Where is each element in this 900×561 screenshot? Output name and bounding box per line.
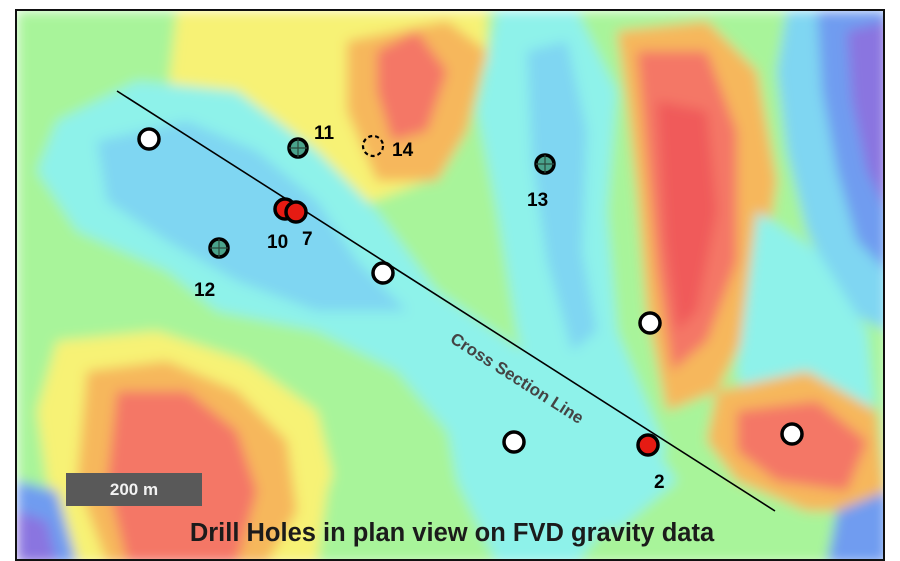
hole-label-13: 13 bbox=[527, 190, 548, 211]
open-circle-icon[interactable] bbox=[780, 422, 804, 446]
open-circle-icon[interactable] bbox=[137, 127, 161, 151]
dashed-circle-icon[interactable] bbox=[361, 134, 385, 158]
open-circle-icon[interactable] bbox=[371, 261, 395, 285]
white-drill-holes bbox=[137, 127, 804, 454]
hole-label-7: 7 bbox=[302, 229, 313, 250]
hole-label-2: 2 bbox=[654, 472, 665, 493]
filled-red-circle-icon[interactable] bbox=[636, 433, 660, 457]
gravity-map: Cross Section Line bbox=[17, 11, 883, 559]
hole-label-12: 12 bbox=[194, 280, 215, 301]
open-circle-icon[interactable] bbox=[502, 430, 526, 454]
map-frame: Cross Section Line bbox=[15, 9, 885, 561]
map-caption: Drill Holes in plan view on FVD gravity … bbox=[189, 519, 715, 547]
hole-label-10: 10 bbox=[267, 232, 288, 253]
hole-label-14: 14 bbox=[392, 140, 414, 161]
crosshair-hole-12[interactable] bbox=[208, 237, 230, 259]
cross-section-line bbox=[116, 90, 776, 512]
filled-red-circle-icon[interactable] bbox=[284, 200, 308, 224]
scale-label: 200 m bbox=[109, 480, 159, 499]
open-circle-icon[interactable] bbox=[638, 311, 662, 335]
gravity-background bbox=[17, 11, 883, 559]
crosshair-hole-13[interactable] bbox=[534, 153, 556, 175]
crosshair-hole-11[interactable] bbox=[287, 137, 309, 159]
red-drill-holes bbox=[273, 197, 660, 457]
scale-bar bbox=[66, 473, 202, 506]
hole-label-11: 11 bbox=[314, 123, 335, 144]
